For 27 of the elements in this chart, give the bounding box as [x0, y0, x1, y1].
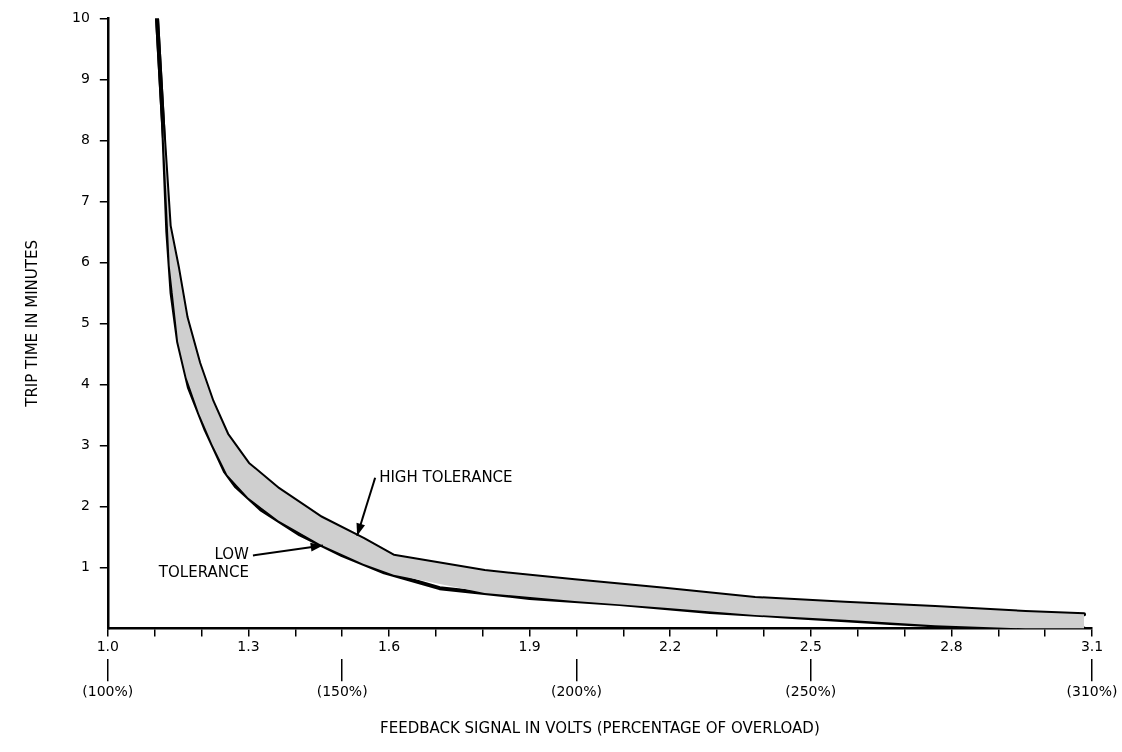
- y-tick-label: 6: [80, 253, 90, 270]
- y-tick-label: 8: [80, 131, 90, 148]
- x-axis-title: FEEDBACK SIGNAL IN VOLTS (PERCENTAGE OF OVERLOAD): [380, 718, 820, 737]
- x2-tick-label: (310%): [1066, 683, 1118, 700]
- y-tick-label: 10: [71, 9, 90, 26]
- y-tick-label: 7: [80, 192, 90, 209]
- x2-tick-label: (200%): [551, 683, 602, 700]
- x-tick-label: 2.5: [799, 638, 822, 655]
- x-tick-label: 2.8: [940, 638, 963, 655]
- y-tick-label: 2: [80, 497, 90, 514]
- annotation: HIGH TOLERANCE: [379, 467, 513, 486]
- y-tick-label: 5: [80, 314, 90, 331]
- annotation: LOW TOLERANCE: [157, 545, 250, 582]
- y-tick-label: 1: [80, 558, 90, 575]
- x-tick-label: 1.9: [518, 638, 541, 655]
- x2-tick-label: (150%): [316, 683, 368, 700]
- x-tick-label: 1.3: [237, 638, 260, 655]
- x2-tick-label: (250%): [785, 683, 837, 700]
- x-tick-label: 3.1: [1080, 638, 1104, 655]
- x2-tick-label: (100%): [82, 683, 134, 700]
- y-tick-label: 3: [80, 436, 90, 453]
- y-tick-label: 9: [80, 70, 90, 87]
- x-tick-label: 1.6: [377, 638, 401, 655]
- x-tick-label: 1.0: [96, 638, 119, 655]
- x-tick-label: 2.2: [659, 638, 682, 655]
- y-tick-label: 4: [80, 375, 90, 392]
- y-axis-title: TRIP TIME IN MINUTES: [22, 240, 41, 408]
